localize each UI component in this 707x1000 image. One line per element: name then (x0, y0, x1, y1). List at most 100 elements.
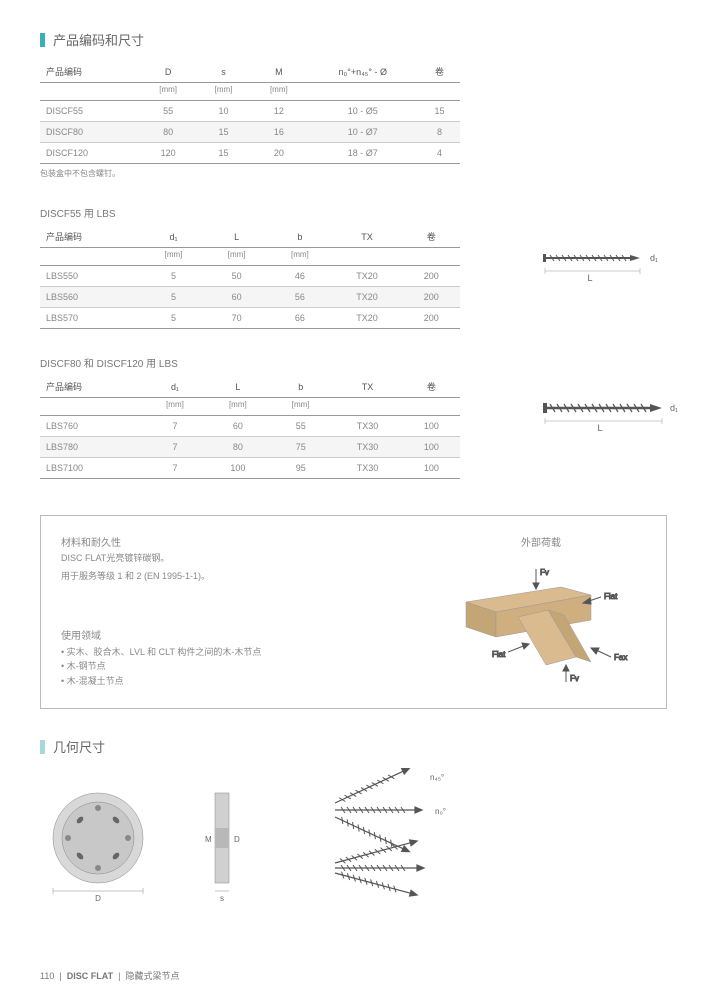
forces-title: 外部荷载 (436, 534, 646, 549)
th-roll: 卷 (403, 376, 460, 398)
unit-b: [mm] (269, 398, 332, 416)
table-cell: 16 (251, 122, 306, 143)
svg-text:Flat: Flat (604, 592, 618, 601)
table-cell: 100 (206, 458, 269, 479)
table-cell: 56 (268, 287, 331, 308)
table-cell: 66 (268, 308, 331, 329)
th-tx: TX (331, 226, 402, 248)
unit-m: [mm] (251, 83, 306, 101)
th-m: M (251, 61, 306, 83)
th-code: 产品编码 (40, 376, 144, 398)
svg-text:Fv: Fv (570, 674, 579, 683)
page-footer: 110 | DISC FLAT | 隐藏式梁节点 (40, 969, 179, 982)
table-cell: 4 (419, 143, 460, 164)
material-line1: DISC FLAT光亮镀锌碳钢。 (61, 552, 406, 566)
th-roll: 卷 (419, 61, 460, 83)
table-row: LBS7100710095TX30100 (40, 458, 460, 479)
svg-text:Fax: Fax (614, 653, 627, 662)
svg-text:L: L (587, 273, 592, 283)
table-cell: DISCF80 (40, 122, 140, 143)
th-b: b (268, 226, 331, 248)
screw-diagram-small: d₁ L (540, 243, 660, 283)
table-cell: 10 - Ø7 (307, 122, 419, 143)
material-line2: 用于服务等级 1 和 2 (EN 1995-1-1)。 (61, 570, 406, 584)
svg-text:D: D (95, 894, 101, 903)
disc-diagram: D M D s (40, 773, 270, 903)
table-cell: 55 (140, 101, 195, 122)
screw-diagram-large: d₁ L (540, 393, 680, 433)
table-cell: 200 (403, 308, 460, 329)
table-cell: 80 (206, 437, 269, 458)
table-cell: 5 (142, 266, 205, 287)
page-number: 110 (40, 971, 54, 981)
svg-text:s: s (220, 894, 224, 903)
table-cell: 8 (419, 122, 460, 143)
table-cell: 7 (144, 458, 207, 479)
unit-d1: [mm] (142, 248, 205, 266)
table-cell: 15 (419, 101, 460, 122)
table-cell: LBS760 (40, 416, 144, 437)
table-cell: 5 (142, 308, 205, 329)
section-header-geometry: 几何尺寸 (40, 737, 667, 756)
info-right: 外部荷载 Fv Flat Flat Fv Fax (436, 534, 646, 690)
table-cell: LBS7100 (40, 458, 144, 479)
product-table-3: 产品编码 d₁ L b TX 卷 [mm] [mm] [mm] LBS76076… (40, 376, 460, 479)
th-l: L (205, 226, 268, 248)
svg-text:n₄₅°: n₄₅° (430, 773, 444, 782)
section-title: 产品编码和尺寸 (53, 30, 144, 49)
unit-b: [mm] (268, 248, 331, 266)
unit-roll (419, 83, 460, 101)
table-cell: LBS550 (40, 266, 142, 287)
table-cell: 60 (206, 416, 269, 437)
footer-product: DISC FLAT (67, 971, 113, 981)
th-d1: d₁ (142, 226, 205, 248)
table-cell: 55 (269, 416, 332, 437)
table-cell: LBS560 (40, 287, 142, 308)
unit-l: [mm] (206, 398, 269, 416)
table-row: DISCF5555101210 - Ø515 (40, 101, 460, 122)
table-cell: 7 (144, 416, 207, 437)
accent-bar-light (40, 740, 45, 754)
table-1-note: 包装盒中不包含螺钉。 (40, 168, 667, 179)
th-d1: d₁ (144, 376, 207, 398)
table-cell: 5 (142, 287, 205, 308)
table-cell: DISCF120 (40, 143, 140, 164)
geometry-diagrams: D M D s (40, 768, 667, 908)
table-cell: DISCF55 (40, 101, 140, 122)
info-box: 材料和耐久性 DISC FLAT光亮镀锌碳钢。 用于服务等级 1 和 2 (EN… (40, 515, 667, 709)
section-title-geometry: 几何尺寸 (53, 737, 105, 756)
table-cell: 100 (403, 437, 460, 458)
unit-s: [mm] (196, 83, 251, 101)
svg-text:Flat: Flat (492, 650, 506, 659)
footer-desc: 隐藏式梁节点 (125, 971, 179, 981)
usage-item: 实木、胶合木、LVL 和 CLT 构件之间的木-木节点 (61, 645, 406, 659)
table-cell: 200 (403, 266, 460, 287)
svg-text:D: D (234, 835, 240, 844)
table-cell: 60 (205, 287, 268, 308)
table-row: DISCF8080151610 - Ø78 (40, 122, 460, 143)
info-left: 材料和耐久性 DISC FLAT光亮镀锌碳钢。 用于服务等级 1 和 2 (EN… (61, 534, 406, 690)
unit-n (307, 83, 419, 101)
th-n: n₀°+n₄₅° - Ø (307, 61, 419, 83)
material-title: 材料和耐久性 (61, 534, 406, 549)
usage-item: 木-钢节点 (61, 659, 406, 673)
table-cell: TX30 (332, 416, 403, 437)
table-row: LBS56056056TX20200 (40, 287, 460, 308)
usage-list: 实木、胶合木、LVL 和 CLT 构件之间的木-木节点木-钢节点木-混凝土节点 (61, 645, 406, 688)
svg-text:L: L (597, 423, 602, 433)
th-code: 产品编码 (40, 61, 140, 83)
table-cell: 7 (144, 437, 207, 458)
th-code: 产品编码 (40, 226, 142, 248)
usage-title: 使用领域 (61, 627, 406, 642)
table-row: LBS78078075TX30100 (40, 437, 460, 458)
table-cell: 80 (140, 122, 195, 143)
footer-sep2: | (116, 971, 123, 981)
th-b: b (269, 376, 332, 398)
table-cell: 120 (140, 143, 195, 164)
svg-text:d₁: d₁ (670, 403, 678, 413)
table-row: LBS57057066TX20200 (40, 308, 460, 329)
table-2-title: DISCF55 用 LBS (40, 205, 460, 220)
usage-item: 木-混凝土节点 (61, 674, 406, 688)
svg-text:d₁: d₁ (650, 253, 658, 263)
table-block-2: DISCF55 用 LBS 产品编码 d₁ L b TX 卷 [mm] [mm]… (40, 205, 460, 329)
